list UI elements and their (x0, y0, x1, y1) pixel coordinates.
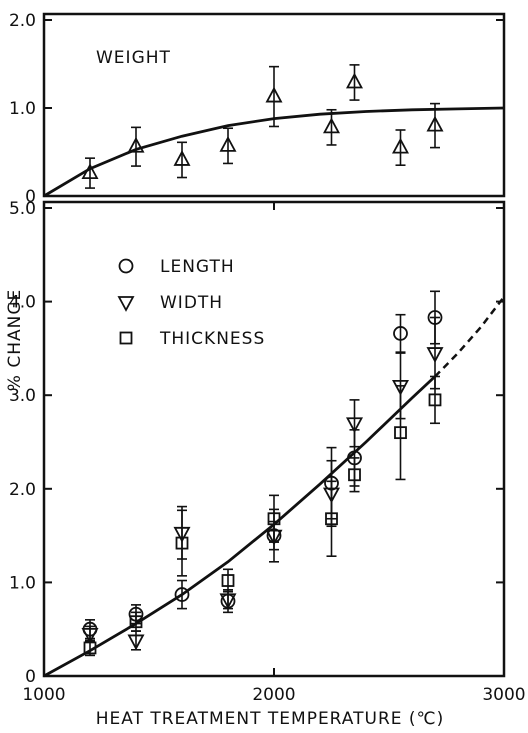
legend-marker-thickness (119, 331, 133, 345)
dimension-y-axis: 0 1.0 2.0 3.0 4.0 5.0 (9, 199, 36, 687)
weight-y-tick-label: 2.0 (9, 11, 36, 31)
length-point (393, 326, 408, 341)
weight-point (127, 136, 145, 153)
legend-label-width: WIDTH (160, 293, 223, 313)
dimension-fit-extrapolation (434, 296, 505, 378)
dimension-y-tick-label: 5.0 (9, 199, 36, 219)
weight-point (81, 163, 99, 180)
length-error-bar (177, 579, 187, 610)
dimension-panel-frame (42, 200, 506, 678)
dimension-panel: 0 1.0 2.0 3.0 4.0 5.0 1000 2000 3000 LENGTH WIDT… (5, 199, 526, 729)
length-error-bar (395, 313, 406, 353)
legend-label-thickness: THICKNESS (159, 329, 265, 349)
thickness-error-bar (269, 494, 279, 543)
weight-error-bar (131, 126, 141, 167)
thickness-point (267, 512, 281, 526)
dimension-y-tick-label: 1.0 (9, 573, 36, 593)
y-axis-label: % CHANGE (5, 289, 25, 391)
thickness-point (348, 468, 361, 482)
dimension-fit-curve (43, 296, 505, 678)
thickness-point (129, 615, 143, 629)
thickness-error-bar (349, 457, 360, 493)
width-point (219, 593, 237, 610)
weight-point (391, 137, 410, 154)
weight-error-bar (349, 64, 360, 101)
width-point (81, 627, 99, 644)
thickness-error-bar (326, 480, 337, 557)
weight-point (173, 150, 191, 166)
weight-panel-frame (42, 12, 506, 198)
dimension-points (81, 290, 444, 657)
weight-y-axis: 0 1.0 2.0 (9, 11, 36, 207)
legend-label-length: LENGTH (160, 257, 235, 277)
weight-panel-label: WEIGHT (96, 48, 171, 68)
thickness-point (325, 512, 338, 526)
thickness-point (221, 574, 235, 587)
dimension-y-tick-label: 0 (25, 667, 36, 687)
weight-point (219, 135, 237, 152)
width-error-bar (349, 399, 360, 448)
thickness-error-bar (177, 509, 187, 577)
weight-point (265, 86, 283, 103)
weight-error-bar (223, 127, 233, 165)
dimension-ticks (43, 202, 505, 676)
length-point (174, 587, 190, 602)
weight-error-bar (430, 102, 440, 149)
legend: LENGTH WIDTH THICKNESS (117, 257, 265, 349)
x-axis-label: HEAT TREATMENT TEMPERATURE (℃) (96, 709, 445, 729)
dimension-fit-line (43, 375, 436, 678)
weight-error-bar (269, 65, 279, 128)
thickness-point (428, 393, 442, 407)
weight-error-bar (395, 129, 406, 166)
width-point (391, 379, 410, 396)
x-tick-label: 1000 (22, 685, 65, 705)
weight-panel: 0 1.0 2.0 WEIGHT (9, 11, 506, 207)
weight-point (345, 72, 364, 89)
weight-points (81, 64, 444, 189)
thickness-error-bar (223, 568, 233, 593)
width-point (127, 634, 145, 651)
legend-marker-length (118, 258, 134, 274)
weight-point (426, 115, 444, 132)
width-point (426, 347, 444, 363)
thickness-point (175, 536, 189, 550)
x-axis: 1000 2000 3000 (22, 685, 525, 705)
thickness-error-bar (430, 375, 440, 425)
weight-y-tick-label: 1.0 (9, 99, 36, 119)
dimension-y-tick-label: 3.0 (9, 386, 36, 406)
weight-point (322, 117, 341, 134)
dimension-y-tick-label: 4.0 (9, 293, 36, 313)
weight-error-bar (326, 108, 337, 146)
weight-error-bar (85, 157, 95, 189)
thickness-point (394, 426, 407, 440)
x-tick-label: 3000 (482, 685, 525, 705)
thickness-point (83, 641, 97, 655)
weight-error-bar (177, 141, 187, 179)
x-tick-label: 2000 (252, 685, 295, 705)
thickness-error-bar (395, 385, 406, 481)
legend-marker-width (117, 296, 135, 312)
dimension-y-tick-label: 2.0 (9, 480, 36, 500)
width-point (345, 417, 364, 434)
weight-y-tick-label: 0 (25, 187, 36, 207)
